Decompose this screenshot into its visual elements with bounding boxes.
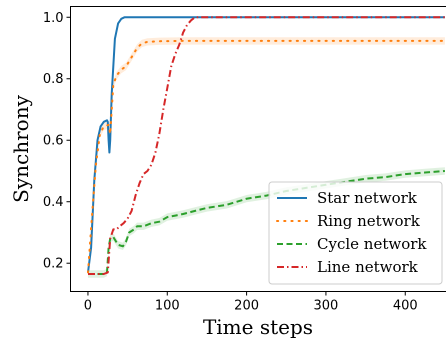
legend-label-3: Line network (317, 258, 419, 276)
y-axis-ticks: 0.2 0.4 0.6 0.8 1.0 (43, 11, 71, 272)
y-tick-label: 0.4 (43, 195, 64, 210)
legend-label-2: Cycle network (317, 235, 427, 253)
x-tick-label: 0 (84, 299, 92, 314)
legend-box (268, 181, 443, 285)
y-axis-title: Synchrony (9, 94, 33, 202)
plot-frame (70, 6, 446, 292)
x-axis-ticks: 0 100 200 300 400 (84, 291, 418, 314)
y-tick-label: 0.2 (43, 257, 64, 272)
x-tick-label: 100 (155, 299, 180, 314)
y-tick-label: 0.8 (43, 72, 64, 87)
x-tick-label: 300 (314, 299, 339, 314)
series-line-2 (88, 170, 445, 275)
legend: Star network Ring network Cycle network Lin… (268, 181, 443, 285)
series-line-3 (88, 16, 445, 275)
y-tick-label: 0.6 (43, 134, 64, 149)
y-tick-label: 1.0 (43, 11, 64, 26)
legend-label-1: Ring network (317, 212, 421, 230)
legend-label-0: Star network (317, 189, 418, 207)
series-line-1 (87, 39, 446, 274)
x-tick-label: 400 (393, 299, 418, 314)
x-tick-label: 200 (234, 299, 259, 314)
x-axis-title: Time steps (203, 315, 313, 339)
series-lines (87, 16, 446, 275)
